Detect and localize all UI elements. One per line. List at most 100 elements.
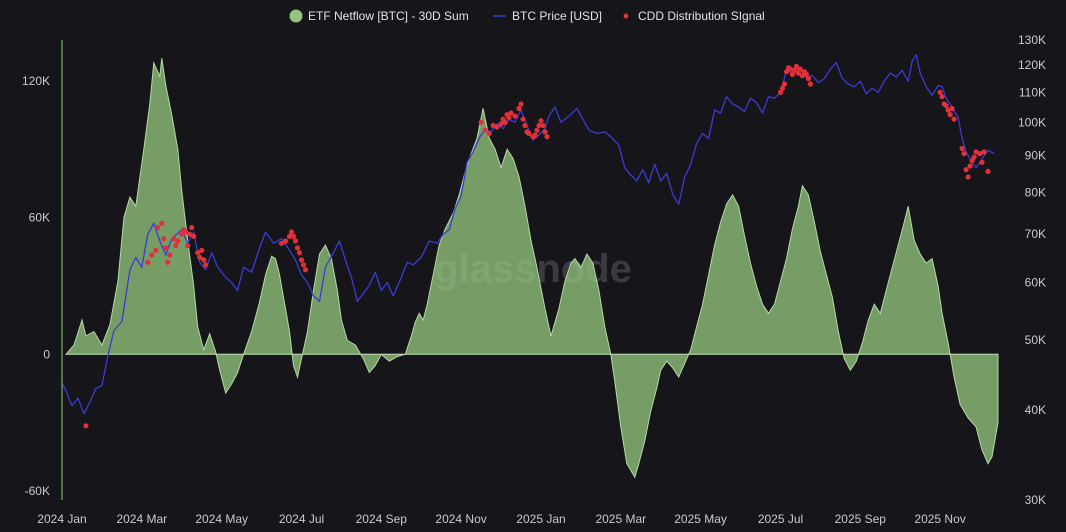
y-right-tick-label: 130K: [1018, 33, 1046, 47]
cdd-signal-point: [518, 101, 524, 107]
x-tick-label: 2025 Nov: [914, 512, 965, 526]
x-tick-label: 2024 May: [195, 512, 248, 526]
cdd-signal-point: [482, 127, 488, 133]
x-tick-label: 2025 Jan: [516, 512, 565, 526]
cdd-signal-point: [300, 262, 307, 268]
cdd-signal-point: [197, 254, 203, 260]
legend-cdd-label: CDD Distribution SIgnal: [638, 9, 765, 23]
cdd-signal-point: [965, 174, 971, 180]
cdd-signal-point: [83, 423, 89, 429]
cdd-signal-point: [498, 121, 504, 127]
cdd-signal-point: [296, 250, 303, 256]
cdd-signal-point: [163, 245, 169, 251]
y-left-tick-label: -60K: [25, 484, 50, 498]
cdd-signal-point: [522, 122, 528, 129]
cdd-signal-point: [799, 73, 806, 79]
cdd-signal-point: [494, 124, 500, 130]
cdd-signal-point: [298, 257, 305, 263]
cdd-signal-point: [282, 238, 289, 244]
cdd-signal-point: [540, 122, 546, 129]
plot-area: [61, 54, 999, 479]
legend: ETF Netflow [BTC] - 30D Sum BTC Price [U…: [289, 9, 765, 23]
cdd-signal-point: [173, 243, 179, 249]
cdd-signal-point: [985, 168, 991, 174]
y-right-tick-label: 110K: [1019, 85, 1046, 99]
axes: 120K 60K 0 -60K 130K 120K 110K 100K 90K 80K 70K 60K…: [22, 33, 1046, 526]
cdd-signal-point: [278, 240, 285, 246]
cdd-signal-point: [534, 127, 540, 133]
cdd-signal-point: [290, 233, 297, 239]
cdd-signal-point: [951, 116, 957, 122]
legend-cdd-marker: [623, 13, 629, 19]
y-right-tick-label: 120K: [1018, 58, 1046, 72]
x-tick-label: 2024 Jul: [279, 512, 324, 526]
y-right-tick-label: 80K: [1025, 185, 1046, 199]
cdd-signal-point: [203, 262, 209, 268]
cdd-signal-point: [779, 85, 786, 91]
cdd-signal-point: [149, 252, 155, 258]
price-line: [61, 54, 995, 415]
cdd-signal-point: [516, 105, 522, 112]
cdd-signal-point: [961, 151, 967, 157]
cdd-signal-point: [532, 132, 538, 138]
cdd-signal-point: [506, 115, 512, 121]
cdd-signal-point: [189, 224, 195, 231]
cdd-signal-point: [973, 149, 979, 155]
cdd-signal-point: [967, 163, 973, 169]
cdd-signal-point: [195, 250, 201, 256]
y-right-tick-label: 100K: [1018, 115, 1046, 129]
cdd-signal-point: [783, 69, 790, 75]
cdd-signal-point: [294, 245, 301, 251]
cdd-signal-point: [520, 116, 526, 122]
cdd-signal-point: [288, 229, 295, 235]
cdd-signal-point: [947, 112, 953, 118]
cdd-signal-point: [781, 81, 788, 87]
cdd-signal-point: [167, 252, 173, 258]
cdd-signal-point: [538, 118, 544, 124]
cdd-signal-point: [183, 229, 189, 235]
cdd-signal-point: [159, 220, 165, 226]
cdd-signal-point: [292, 238, 299, 244]
cdd-signal-point: [943, 102, 949, 109]
cdd-signal-point: [777, 89, 784, 95]
cdd-signal-point: [171, 236, 177, 242]
y-right-tick-label: 40K: [1025, 403, 1046, 417]
x-tick-label: 2025 Jul: [758, 512, 803, 526]
cdd-signal-point: [981, 149, 987, 155]
cdd-signal-point: [971, 154, 977, 160]
cdd-signal-point: [544, 134, 550, 140]
cdd-signal-point: [807, 81, 814, 87]
cdd-signal-point: [805, 75, 812, 82]
cdd-signal-point: [949, 105, 955, 112]
y-right-tick-label: 50K: [1025, 333, 1046, 347]
cdd-signal-point: [161, 236, 167, 242]
cdd-signal-point: [963, 167, 969, 173]
y-left-tick-label: 60K: [29, 211, 50, 225]
cdd-signal-point: [201, 257, 207, 263]
x-tick-label: 2024 Nov: [435, 512, 486, 526]
cdd-signal-point: [175, 238, 181, 244]
cdd-signal-point: [508, 110, 514, 116]
y-right-tick-label: 90K: [1025, 148, 1046, 162]
cdd-signal-point: [977, 151, 983, 157]
cdd-signal-point: [286, 233, 293, 239]
cdd-signal-point: [512, 113, 518, 119]
cdd-signal-point: [490, 122, 496, 129]
cdd-signal-point: [979, 159, 985, 165]
x-tick-label: 2025 May: [674, 512, 727, 526]
cdd-signal-point: [939, 94, 945, 100]
cdd-signal-point: [791, 67, 798, 73]
cdd-signal-point: [789, 71, 796, 77]
cdd-signal-point: [542, 129, 548, 135]
cdd-signal-point: [803, 71, 810, 77]
cdd-signal-point: [486, 130, 492, 137]
cdd-signal-point: [945, 107, 951, 113]
x-tick-label: 2024 Mar: [116, 512, 167, 526]
cdd-signal-point: [536, 122, 542, 129]
cdd-signal-point: [795, 70, 802, 76]
y-right-tick-label: 60K: [1025, 276, 1046, 290]
cdd-signal-point: [502, 119, 508, 125]
x-tick-label: 2025 Mar: [595, 512, 646, 526]
x-tick-label: 2025 Sep: [835, 512, 887, 526]
